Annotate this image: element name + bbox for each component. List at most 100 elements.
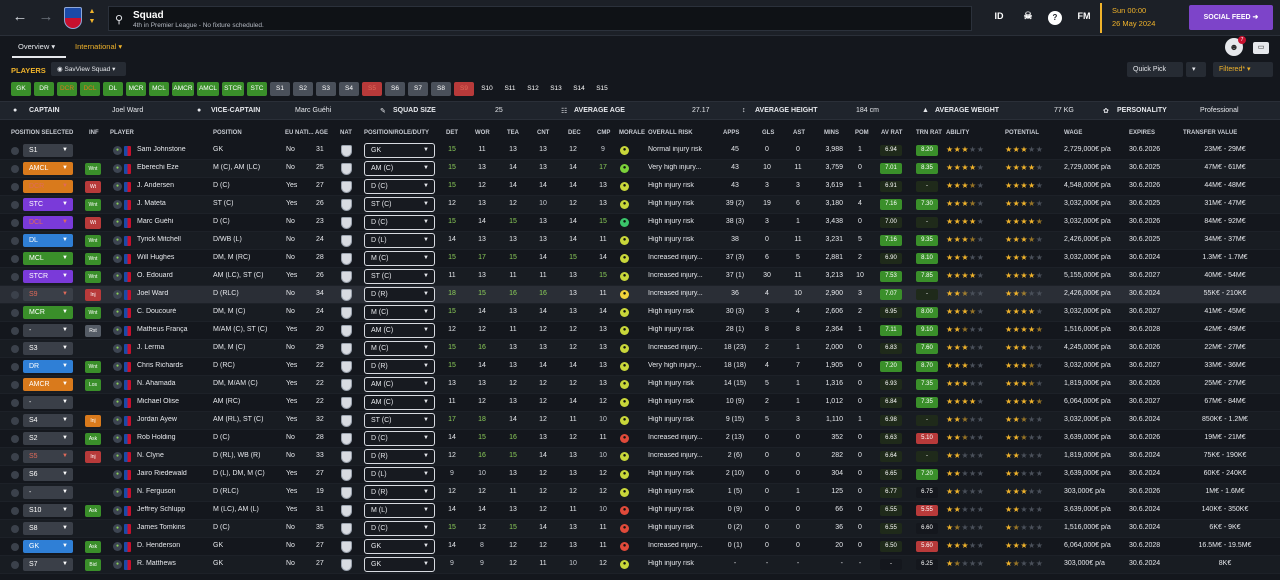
position-chip[interactable]: S8	[431, 82, 451, 96]
table-row[interactable]: DCR ▼ Wt ● J. Andersen D (C) Yes 27 D (C) ▼ 15 12 14…	[0, 178, 1280, 196]
row-select-icon[interactable]	[11, 525, 19, 533]
col-tea[interactable]: TEA	[507, 130, 519, 136]
table-row[interactable]: AMCR ▼ Los ● N. Ahamada DM, M/AM (C) Yes 22 AM (…	[0, 376, 1280, 394]
role-dropdown[interactable]: ST (C) ▼	[364, 413, 435, 428]
position-chip[interactable]: DL	[103, 82, 123, 96]
position-chip[interactable]: STC	[247, 82, 267, 96]
filter-button[interactable]: Filtered* ▾	[1213, 62, 1273, 77]
info-badge[interactable]: Wnt	[85, 361, 101, 373]
role-dropdown[interactable]: GK ▼	[364, 143, 435, 158]
player-name[interactable]: Marc Guéhi	[137, 218, 174, 225]
morale-icon[interactable]: ●	[620, 416, 629, 425]
role-dropdown[interactable]: D (C) ▼	[364, 431, 435, 446]
view-selector[interactable]: ◉ SavView Squad ▾	[51, 62, 126, 76]
position-chip[interactable]: S5	[362, 82, 382, 96]
club-crest-icon[interactable]	[64, 7, 82, 29]
table-row[interactable]: MCR ▼ Wnt ● C. Doucouré DM, M (C) No 24 M (C) ▼ 15…	[0, 304, 1280, 322]
nation-flag-icon[interactable]	[341, 271, 352, 283]
table-row[interactable]: AMCL ▼ Wnt ● Eberechi Eze M (C), AM (LC) No 25 A…	[0, 160, 1280, 178]
nation-flag-icon[interactable]	[341, 433, 352, 445]
position-chip[interactable]: S6	[385, 82, 405, 96]
table-row[interactable]: S3 ▼ ● J. Lerma DM, M (C) No 29 M (C) ▼ 15 16 13 13 1…	[0, 340, 1280, 358]
table-row[interactable]: MCL ▼ Wnt ● Will Hughes DM, M (RC) No 28 M (C) ▼ 1…	[0, 250, 1280, 268]
position-selected-dropdown[interactable]: S6 ▼	[23, 468, 73, 481]
role-dropdown[interactable]: D (R) ▼	[364, 287, 435, 302]
nation-flag-icon[interactable]	[341, 361, 352, 373]
row-select-icon[interactable]	[11, 435, 19, 443]
table-row[interactable]: DL ▼ Wnt ● Tyrick Mitchell D/WB (L) No 24 D (L) ▼…	[0, 232, 1280, 250]
tab-overview[interactable]: Overview ▾	[18, 42, 55, 51]
table-row[interactable]: - ▼ ● Michael Olise AM (RC) Yes 22 AM (C) ▼ 11 12 1…	[0, 394, 1280, 412]
morale-icon[interactable]: ●	[620, 506, 629, 515]
player-name[interactable]: Tyrick Mitchell	[137, 236, 181, 243]
info-badge[interactable]: Inj	[85, 415, 101, 427]
nation-flag-icon[interactable]	[341, 451, 352, 463]
position-selected-dropdown[interactable]: S5 ▼	[23, 450, 73, 463]
position-selected-dropdown[interactable]: STCR ▼	[23, 270, 73, 283]
info-badge[interactable]: Wnt	[85, 199, 101, 211]
table-row[interactable]: - ▼ ● N. Ferguson D (RLC) Yes 19 D (R) ▼ 12 12 11 12…	[0, 484, 1280, 502]
row-select-icon[interactable]	[11, 309, 19, 317]
role-dropdown[interactable]: AM (C) ▼	[364, 395, 435, 410]
social-feed-button[interactable]: SOCIAL FEED ➜	[1189, 5, 1273, 30]
col-wor[interactable]: WOR	[475, 130, 490, 136]
info-badge[interactable]: Inj	[85, 289, 101, 301]
position-selected-dropdown[interactable]: S4 ▼	[23, 414, 73, 427]
info-badge[interactable]: Bid	[85, 559, 101, 571]
position-selected-dropdown[interactable]: S8 ▼	[23, 522, 73, 535]
table-row[interactable]: STCR ▼ Wnt ● O. Edouard AM (LC), ST (C) Yes 26 S…	[0, 268, 1280, 286]
nation-flag-icon[interactable]	[341, 325, 352, 337]
skull-icon[interactable]: ☠	[1023, 11, 1033, 22]
morale-icon[interactable]: ●	[620, 272, 629, 281]
row-select-icon[interactable]	[11, 291, 19, 299]
nation-flag-icon[interactable]	[341, 397, 352, 409]
row-select-icon[interactable]	[11, 237, 19, 245]
position-selected-dropdown[interactable]: S9 ▼	[23, 288, 73, 301]
position-chip[interactable]: S4	[339, 82, 359, 96]
position-chip[interactable]: S9	[454, 82, 474, 96]
role-dropdown[interactable]: M (C) ▼	[364, 341, 435, 356]
date-block[interactable]: Sun 00:00 26 May 2024	[1100, 3, 1184, 33]
position-selected-dropdown[interactable]: - ▼	[23, 486, 73, 499]
position-chip[interactable]: S10	[481, 85, 493, 92]
col-apps[interactable]: APPS	[723, 130, 740, 136]
captain-value[interactable]: Joel Ward	[112, 107, 144, 114]
position-chip[interactable]: S3	[316, 82, 336, 96]
col-overall-risk[interactable]: OVERALL RISK	[648, 130, 693, 136]
col-wage[interactable]: WAGE	[1064, 130, 1083, 136]
info-badge[interactable]: Wnt	[85, 253, 101, 265]
role-dropdown[interactable]: D (L) ▼	[364, 233, 435, 248]
back-arrow-icon[interactable]: ←	[12, 8, 28, 25]
position-selected-dropdown[interactable]: MCL ▼	[23, 252, 73, 265]
fm-icon[interactable]: FM	[1077, 11, 1091, 21]
position-selected-dropdown[interactable]: - ▼	[23, 396, 73, 409]
position-chip[interactable]: AMCL	[197, 82, 219, 96]
role-dropdown[interactable]: GK ▼	[364, 557, 435, 572]
info-badge[interactable]: Ask	[85, 541, 101, 553]
role-dropdown[interactable]: ST (C) ▼	[364, 269, 435, 284]
role-dropdown[interactable]: M (C) ▼	[364, 251, 435, 266]
info-badge[interactable]: Wnt	[85, 235, 101, 247]
player-name[interactable]: D. Henderson	[137, 542, 181, 549]
morale-icon[interactable]: ●	[620, 326, 629, 335]
col-position[interactable]: POSITION	[213, 130, 242, 136]
role-dropdown[interactable]: D (R) ▼	[364, 359, 435, 374]
player-name[interactable]: N. Ferguson	[137, 488, 176, 495]
player-name[interactable]: Jeffrey Schlupp	[137, 506, 186, 513]
table-row[interactable]: S9 ▼ Inj ● Joel Ward D (RLC) No 34 D (R) ▼ 18 15 16 1…	[0, 286, 1280, 304]
morale-icon[interactable]: ●	[620, 182, 629, 191]
position-chip[interactable]: DCL	[80, 82, 100, 96]
col-position-selected[interactable]: POSITION SELECTED	[11, 130, 74, 136]
player-name[interactable]: James Tomkins	[137, 524, 186, 531]
role-dropdown[interactable]: D (R) ▼	[364, 485, 435, 500]
row-select-icon[interactable]	[11, 219, 19, 227]
col-dec[interactable]: DEC	[568, 130, 581, 136]
info-badge[interactable]: Ask	[85, 433, 101, 445]
row-select-icon[interactable]	[11, 273, 19, 281]
position-selected-dropdown[interactable]: S2 ▼	[23, 432, 73, 445]
role-dropdown[interactable]: D (C) ▼	[364, 521, 435, 536]
position-chip[interactable]: S7	[408, 82, 428, 96]
position-chip[interactable]: S13	[550, 85, 562, 92]
table-row[interactable]: STC ▼ Wnt ● J. Mateta ST (C) Yes 26 ST (C) ▼ 12 13 1…	[0, 196, 1280, 214]
position-selected-dropdown[interactable]: DL ▼	[23, 234, 73, 247]
